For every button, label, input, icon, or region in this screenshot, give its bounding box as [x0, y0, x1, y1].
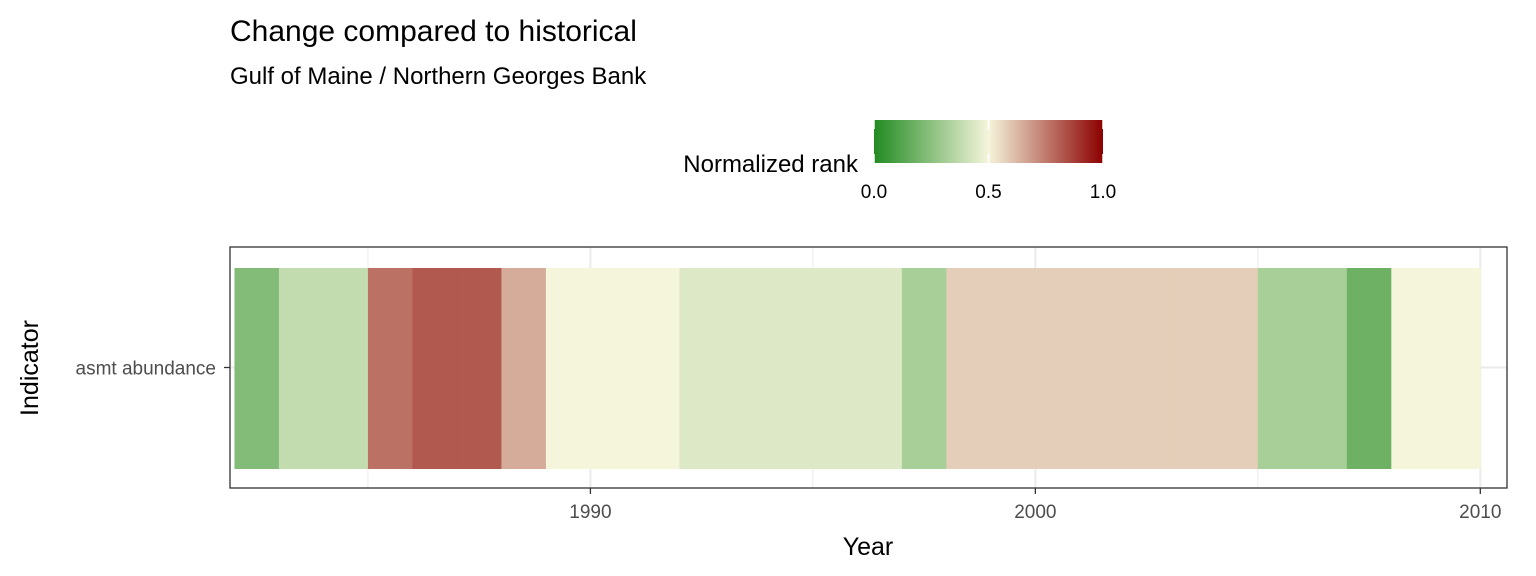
- legend-title: Normalized rank: [683, 151, 859, 178]
- heatmap-cell-2007: [1302, 268, 1348, 469]
- heatmap-cell-1997: [857, 268, 903, 469]
- x-axis-label: Year: [843, 533, 894, 561]
- heatmap-cell-1984: [278, 268, 325, 469]
- heatmap-cell-1994: [723, 268, 769, 469]
- heatmap-cell-2001: [1035, 268, 1081, 469]
- heatmap-cell-1993: [679, 268, 725, 469]
- heatmap-cell-1990: [545, 268, 592, 469]
- heatmap-cell-1988: [456, 268, 503, 469]
- y-axis: asmt abundance: [76, 359, 230, 380]
- legend-tick-label: 0.5: [975, 182, 1001, 203]
- x-tick-label: 1990: [569, 502, 611, 523]
- heatmap-cell-2006: [1257, 268, 1303, 469]
- heatmap-cells: [234, 268, 1481, 469]
- heatmap-cell-2008: [1346, 268, 1392, 469]
- heatmap-cell-2009: [1391, 268, 1437, 469]
- legend-tick-label: 1.0: [1090, 182, 1116, 203]
- x-tick-label: 2000: [1014, 502, 1056, 523]
- heatmap-cell-1985: [323, 268, 369, 469]
- x-axis: 1990 2000 2010: [569, 488, 1501, 523]
- x-tick-label: 2010: [1459, 502, 1501, 523]
- heatmap-cell-1989: [501, 268, 547, 469]
- heatmap-cell-1999: [946, 268, 992, 469]
- legend: Normalized rank 0.0 0.5 1.0: [683, 120, 1116, 203]
- heatmap-cell-2002: [1079, 268, 1125, 469]
- y-axis-label: Indicator: [16, 320, 44, 416]
- heatmap-cell-1992: [634, 268, 680, 469]
- heatmap-cell-1991: [590, 268, 636, 469]
- chart-subtitle: Gulf of Maine / Northern Georges Bank: [230, 63, 647, 90]
- heatmap-cell-1983: [234, 268, 280, 469]
- heatmap-cell-1995: [768, 268, 814, 469]
- chart-title: Change compared to historical: [230, 15, 637, 48]
- heatmap-cell-2004: [1168, 268, 1214, 469]
- heatmap-cell-2005: [1213, 268, 1259, 469]
- heatmap-cell-2010: [1435, 268, 1481, 469]
- heatmap-cell-1996: [812, 268, 858, 469]
- heatmap-cell-1987: [412, 268, 458, 469]
- heatmap-cell-2003: [1124, 268, 1170, 469]
- legend-tick-label: 0.0: [861, 182, 887, 203]
- heatmap-cell-2000: [990, 268, 1036, 469]
- heatmap-cell-1986: [367, 268, 414, 469]
- heatmap-cell-1998: [901, 268, 947, 469]
- y-tick-label: asmt abundance: [76, 359, 217, 380]
- legend-ticks: 0.0 0.5 1.0: [861, 120, 1116, 203]
